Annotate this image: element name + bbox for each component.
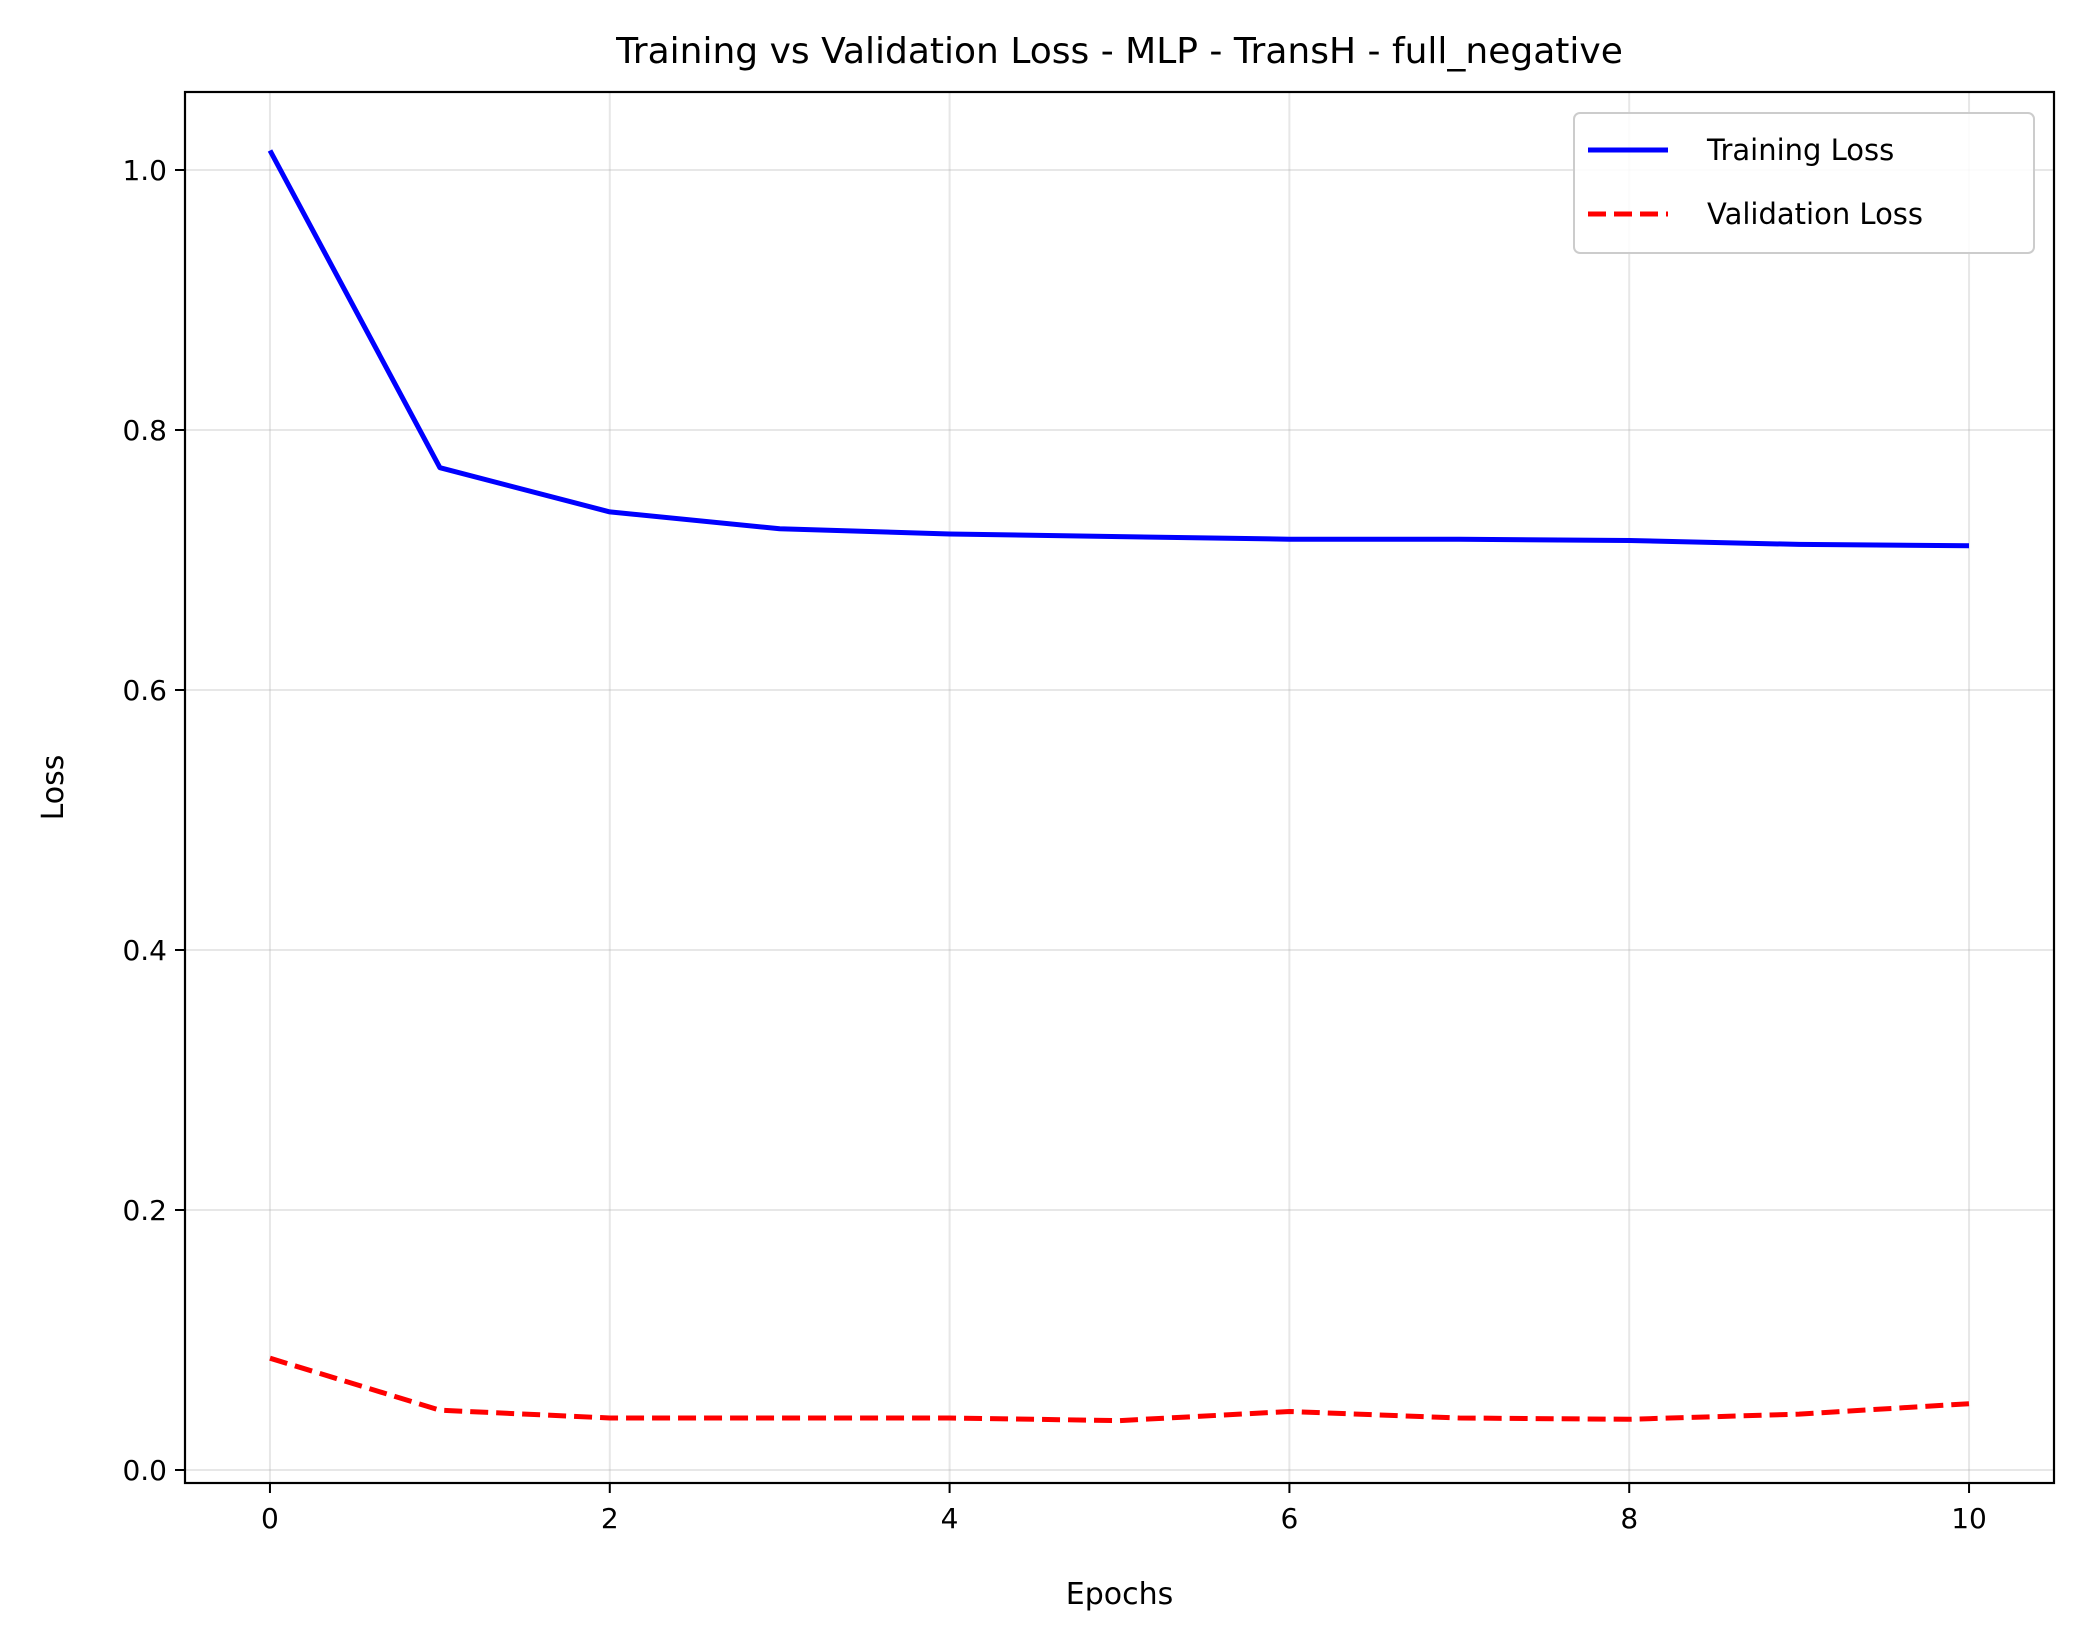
y-tick-label: 0.2 bbox=[122, 1194, 167, 1227]
legend: Training Loss Validation Loss bbox=[1573, 112, 2035, 254]
chart-title: Training vs Validation Loss - MLP - Tran… bbox=[615, 31, 1623, 72]
legend-label: Training Loss bbox=[1706, 133, 1894, 167]
series-line-training-loss bbox=[267, 149, 1970, 549]
x-axis-title: Epochs bbox=[1066, 1577, 1174, 1612]
series-lines bbox=[267, 149, 1970, 1424]
legend-box bbox=[1573, 112, 2035, 254]
x-tick-label: 6 bbox=[1280, 1502, 1298, 1535]
y-tick-label: 0.0 bbox=[122, 1454, 167, 1487]
series-line-validation-loss bbox=[269, 1355, 1970, 1424]
y-axis-title: Loss bbox=[36, 755, 71, 821]
y-tick-label: 1.0 bbox=[122, 154, 167, 187]
y-tick-label: 0.4 bbox=[122, 934, 167, 967]
axis-ticks: 0 2 4 6 8 10 0.0 0.2 0.4 0.6 0.8 1.0 bbox=[122, 154, 1986, 1535]
plot-frame bbox=[183, 90, 2056, 1485]
grid-lines bbox=[185, 92, 2054, 1483]
x-tick-label: 2 bbox=[601, 1502, 619, 1535]
x-tick-label: 8 bbox=[1620, 1502, 1638, 1535]
x-tick-label: 4 bbox=[941, 1502, 959, 1535]
x-tick-label: 0 bbox=[261, 1502, 279, 1535]
y-tick-label: 0.8 bbox=[122, 414, 167, 447]
y-tick-label: 0.6 bbox=[122, 674, 167, 707]
legend-label: Validation Loss bbox=[1707, 197, 1923, 231]
x-tick-label: 10 bbox=[1951, 1502, 1987, 1535]
